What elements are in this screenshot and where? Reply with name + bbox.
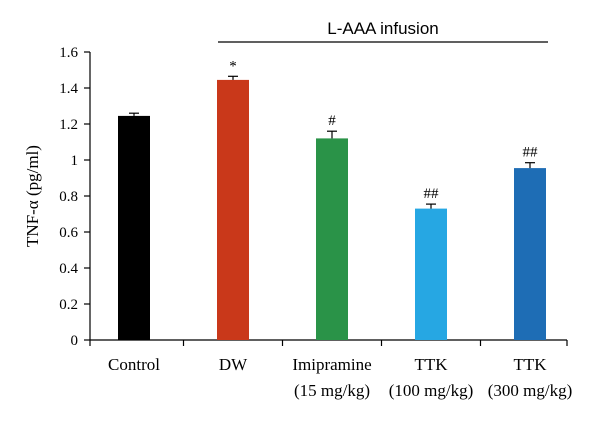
y-tick-label: 1.4 <box>59 81 78 97</box>
bar <box>118 115 150 341</box>
bracket-label: L-AAA infusion <box>327 19 439 38</box>
significance-marker: # <box>328 113 336 129</box>
bar <box>514 168 546 340</box>
bar <box>217 79 249 341</box>
x-category-label: DW <box>219 355 248 374</box>
x-category-sublabel: (100 mg/kg) <box>389 381 474 400</box>
y-tick-label: 1.2 <box>59 117 78 133</box>
category-labels: Control DW Imipramine (15 mg/kg) TTK (100 mg/… <box>108 355 572 400</box>
bar <box>415 208 447 340</box>
y-tick-label: 0.4 <box>59 261 78 277</box>
y-axis-label: TNF-α (pg/ml) <box>23 145 42 247</box>
y-tick-label: 1.6 <box>59 45 78 61</box>
significance-marker: ## <box>523 145 539 161</box>
significance-marker: ## <box>424 186 440 202</box>
y-tick-label: 0.6 <box>59 225 78 241</box>
bars: *##### <box>118 58 546 341</box>
x-category-label: Imipramine <box>292 355 371 374</box>
x-category-label: TTK <box>414 355 448 374</box>
axes: 0 0.2 0.4 0.6 0.8 1 1.2 1.4 1.6 <box>59 45 568 349</box>
y-tick-label: 0 <box>71 333 79 349</box>
y-tick-label: 0.8 <box>59 189 78 205</box>
bar <box>316 138 348 340</box>
y-axis-label-group: TNF-α (pg/ml) <box>23 145 42 247</box>
y-tick-label: 1 <box>71 153 79 169</box>
infusion-bracket: L-AAA infusion <box>218 19 548 43</box>
x-category-sublabel: (300 mg/kg) <box>488 381 573 400</box>
x-category-label: Control <box>108 355 160 374</box>
x-category-label: TTK <box>513 355 547 374</box>
y-tick-label: 0.2 <box>59 297 78 313</box>
significance-marker: * <box>229 58 237 74</box>
x-category-sublabel: (15 mg/kg) <box>294 381 370 400</box>
